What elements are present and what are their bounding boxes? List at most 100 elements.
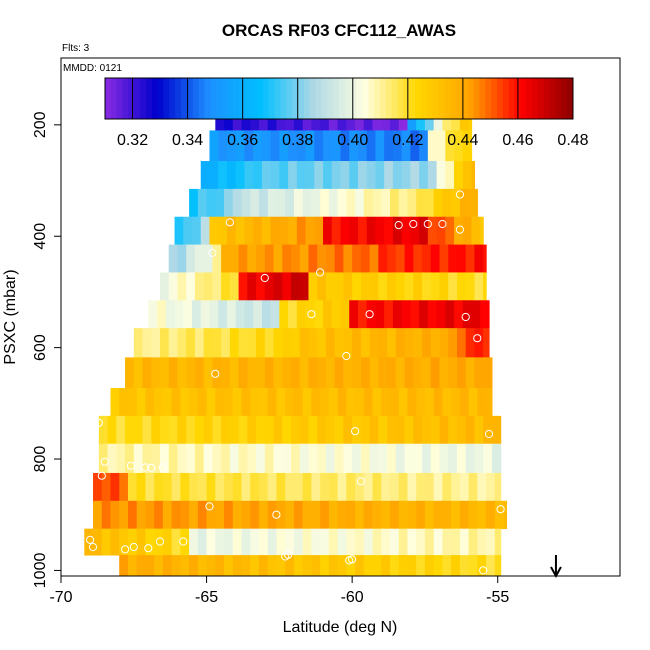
heatmap-cell: [360, 244, 371, 273]
heatmap-cell: [381, 388, 391, 417]
heatmap-cell: [337, 500, 347, 530]
colorbar-cell: [567, 78, 574, 119]
heatmap-cell: [151, 328, 161, 358]
heatmap-cell: [384, 130, 394, 162]
heatmap-cell: [189, 472, 199, 502]
heatmap-cell: [270, 161, 280, 190]
colorbar-cell: [192, 78, 200, 119]
heatmap-cell: [363, 472, 374, 502]
heatmap-cell: [209, 216, 219, 245]
heatmap-cell: [448, 328, 458, 358]
heatmap-cell: [291, 415, 301, 445]
heatmap-cell: [346, 388, 356, 417]
heatmap-cell: [483, 443, 493, 474]
heatmap-cell: [407, 472, 417, 502]
y-tick-label: 200: [32, 111, 49, 138]
heatmap-cell: [293, 188, 304, 218]
heatmap-cell: [311, 555, 321, 577]
sample-point: [455, 190, 464, 199]
heatmap-cell: [177, 328, 187, 358]
heatmap-cell: [427, 216, 438, 245]
heatmap-cell: [349, 216, 359, 245]
heatmap-cell: [261, 130, 272, 162]
heatmap-cell: [253, 216, 263, 245]
sample-point: [461, 312, 470, 322]
heatmap-cell: [110, 388, 120, 417]
colorbar-cell: [339, 78, 346, 119]
heatmap-cell: [436, 161, 446, 190]
heatmap-cell: [474, 415, 484, 445]
heatmap-cell: [427, 300, 438, 329]
heatmap-cell: [468, 188, 478, 218]
colorbar-cell: [438, 78, 445, 119]
colorbar-cell: [222, 78, 229, 119]
colorbar-cell: [186, 78, 194, 119]
heatmap-cell: [451, 188, 461, 218]
heatmap-cell: [200, 300, 211, 329]
heatmap-cell: [142, 443, 152, 474]
heatmap-cell: [436, 216, 446, 245]
heatmap-cell: [480, 300, 490, 329]
heatmap-cell: [465, 415, 476, 445]
heatmap-cell: [168, 272, 179, 301]
heatmap-cell: [148, 300, 158, 329]
heatmap-cell: [183, 216, 193, 245]
heatmap-cell: [465, 244, 476, 273]
sample-point: [260, 273, 269, 283]
heatmap-cell: [387, 244, 397, 273]
heatmap-cell: [154, 472, 164, 502]
heatmap-cell: [261, 216, 272, 245]
heatmap-cell: [392, 130, 403, 162]
heatmap-cell: [261, 300, 272, 329]
sample-point: [484, 429, 494, 439]
heatmap-cell: [410, 161, 420, 190]
heatmap-cell: [142, 357, 152, 389]
heatmap-cell: [384, 216, 394, 245]
heatmap-cell: [346, 555, 356, 577]
sample-point: [356, 477, 365, 486]
heatmap-cell: [282, 244, 292, 273]
heatmap-cell: [314, 216, 324, 245]
heatmap-cell: [299, 357, 310, 389]
heatmap-cell: [247, 244, 257, 273]
heatmap-cell: [215, 388, 225, 417]
heatmap-cell: [340, 161, 350, 190]
heatmap-cell: [416, 472, 426, 502]
heatmap-cell: [355, 388, 365, 417]
heatmap-cell: [369, 328, 379, 358]
heatmap-cell: [209, 300, 219, 329]
heatmap-cell: [363, 500, 374, 530]
colorbar-tick-label: 0.42: [392, 132, 423, 149]
heatmap-cell: [486, 528, 496, 556]
heatmap-cell: [389, 500, 400, 530]
heatmap-cell: [238, 415, 248, 445]
heatmap-cell: [159, 272, 170, 301]
heatmap-cell: [439, 443, 449, 474]
heatmap-cell: [317, 357, 327, 389]
heatmap-cell: [229, 415, 240, 445]
heatmap-cell: [462, 216, 473, 245]
heatmap-cell: [125, 415, 135, 445]
heatmap-cell: [136, 500, 147, 530]
heatmap-cell: [381, 472, 391, 502]
heatmap-cell: [375, 300, 385, 329]
heatmap-cell: [392, 300, 403, 329]
heatmap-cell: [125, 357, 135, 389]
heatmap-cell: [232, 472, 243, 502]
heatmap-cell: [442, 528, 452, 556]
colorbar-cell: [140, 78, 147, 119]
heatmap-cell: [302, 472, 312, 502]
heatmap-cell: [352, 443, 362, 474]
colorbar-cell: [210, 78, 217, 119]
heatmap-cell: [186, 272, 196, 301]
heatmap-cell: [422, 272, 432, 301]
heatmap-cell: [282, 357, 292, 389]
sample-point: [211, 369, 220, 378]
heatmap-cell: [206, 388, 216, 417]
colorbar-tick-label: 0.44: [447, 132, 478, 149]
heatmap-cell: [401, 161, 411, 190]
heatmap-cell: [299, 443, 310, 474]
heatmap-cell: [241, 388, 251, 417]
heatmap-cell: [285, 528, 295, 556]
